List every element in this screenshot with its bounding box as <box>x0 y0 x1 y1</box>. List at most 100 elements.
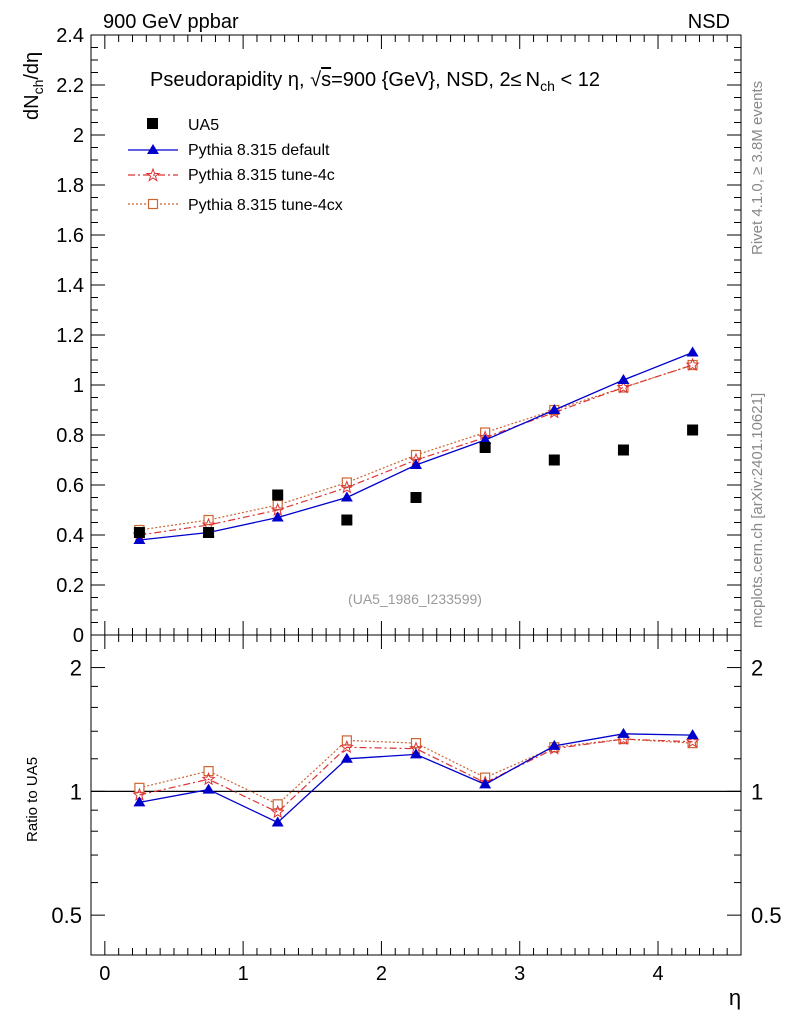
title-part3: =900 {GeV}, NSD, 2 <box>331 69 511 91</box>
point-main-tune-4c <box>339 480 354 494</box>
point-main-default <box>340 491 353 502</box>
point-main-tune-4c <box>685 357 700 371</box>
point-ratio-tune-4c <box>547 741 562 755</box>
chart-title: Pseudorapidity η, √s=900 {GeV}, NSD, 2≤ N… <box>150 69 600 94</box>
title-sqrt: √ <box>310 69 321 91</box>
mcplots-text: mcplots.cern.ch [arXiv:2401.10621] <box>749 393 766 628</box>
point-ratio-default <box>410 748 422 759</box>
main-y-tick-label: 0.6 <box>56 475 84 497</box>
ratio-plot-frame <box>90 634 742 956</box>
ratio-y-tick-label-right: 1 <box>751 779 763 804</box>
point-ua5 <box>548 454 560 466</box>
point-main-default <box>617 374 630 384</box>
point-ratio-tune-4c <box>201 771 216 786</box>
point-ratio-default <box>686 729 699 740</box>
point-ratio-default <box>202 783 215 794</box>
ratio-y-tick-label: 1 <box>70 779 82 804</box>
main-y-tick-label: 1 <box>73 375 84 397</box>
point-ratio-default <box>479 778 492 789</box>
point-ua5 <box>272 489 284 501</box>
title-eta: η <box>288 69 299 91</box>
analysis-id-annotation: (UA5_1986_I233599) <box>348 591 482 607</box>
point-ua5 <box>687 424 699 436</box>
main-y-tick-label: 1.2 <box>56 325 84 347</box>
main-y-tick-label: 2.4 <box>56 25 84 47</box>
legend-tune4c-label: Pythia 8.315 tune-4c <box>188 167 335 184</box>
point-ratio-default <box>133 796 146 807</box>
ratio-axis-ticks: 0 1 2 3 4 0.5 0.5 1 1 2 2 <box>51 634 782 985</box>
ratio-y-axis-label: Ratio to UA5 <box>24 757 41 842</box>
point-ratio-tune-4c <box>339 739 354 754</box>
point-ua5 <box>617 444 629 456</box>
title-part1: Pseudorapidity <box>150 69 288 91</box>
series-line-main-tune-4cx <box>139 364 693 531</box>
point-ratio-default <box>271 816 284 827</box>
point-main-default <box>479 434 492 444</box>
point-main-default <box>686 346 699 357</box>
x-tick-label: 1 <box>238 963 249 985</box>
ratio-series-layer <box>132 727 700 827</box>
title-sub: ch <box>540 78 555 94</box>
point-ratio-tune-4c <box>685 734 700 748</box>
ylabel-sub: ch <box>30 80 46 95</box>
title-part4: < 12 <box>555 69 600 91</box>
ratio-y-tick-label: 0.5 <box>51 903 82 928</box>
point-ua5 <box>410 492 422 503</box>
legend-tune4cx-marker <box>147 198 159 210</box>
legend-default-label: Pythia 8.315 default <box>188 142 330 159</box>
ratio-y-tick-label-right: 2 <box>751 656 763 681</box>
rivet-version-text: Rivet 4.1.0, ≥ 3.8M events <box>749 81 766 255</box>
point-ratio-default <box>617 727 630 738</box>
point-main-tune-4c <box>547 405 562 419</box>
point-main-default <box>548 404 561 414</box>
point-main-tune-4c <box>616 380 631 394</box>
ylabel-main: dN <box>21 94 43 120</box>
legend-ua5-marker <box>147 118 158 129</box>
main-axis-ticks: 0 0.2 0.4 0.6 0.8 1 1.2 1.4 1.6 1.8 2 2.2 2.4 <box>56 25 742 647</box>
main-y-axis-label: dNch/dη <box>21 52 46 120</box>
legend: UA5 Pythia 8.315 default Pythia 8.315 tu… <box>128 117 343 214</box>
point-main-default <box>271 511 284 522</box>
title-part2: , <box>299 69 310 91</box>
main-y-tick-label: 2 <box>73 125 84 147</box>
series-line-ratio-tune-4cx <box>139 738 693 806</box>
point-ua5 <box>203 527 215 538</box>
main-y-tick-label: 0.4 <box>56 525 84 547</box>
x-tick-label: 0 <box>99 963 110 985</box>
legend-tune4cx-label: Pythia 8.315 tune-4cx <box>188 197 343 214</box>
main-y-tick-label: 2.2 <box>56 75 84 97</box>
point-ratio-default <box>548 739 561 750</box>
main-y-tick-label: 0.8 <box>56 425 84 447</box>
main-y-tick-label: 1.4 <box>56 275 84 297</box>
legend-tune4c-marker <box>145 167 161 182</box>
title-le: ≤ <box>511 69 522 91</box>
legend-default-marker <box>147 144 159 154</box>
title-s: s <box>321 69 331 91</box>
ylabel-tail: /dη <box>21 52 43 80</box>
x-tick-label: 3 <box>514 963 525 985</box>
x-axis-label: η <box>729 985 741 1010</box>
main-y-tick-label: 0 <box>73 625 84 647</box>
point-ua5 <box>341 514 353 526</box>
title-n: N <box>526 69 540 91</box>
point-main-default <box>133 534 146 544</box>
series-line-main-default <box>139 351 693 541</box>
main-y-tick-label: 1.6 <box>56 225 84 247</box>
point-ratio-default <box>340 752 353 763</box>
header-right: NSD <box>688 11 730 33</box>
point-main-default <box>410 459 422 469</box>
ratio-y-tick-label-right: 0.5 <box>751 903 782 928</box>
point-ratio-tune-4cx <box>272 799 283 810</box>
main-series-layer <box>132 346 700 544</box>
point-ratio-tune-4cx <box>203 766 214 777</box>
point-ua5 <box>479 442 491 453</box>
point-ratio-tune-4c <box>270 804 285 819</box>
ratio-y-tick-label: 2 <box>70 656 82 681</box>
x-tick-label: 2 <box>376 963 387 985</box>
x-tick-label: 4 <box>652 963 663 985</box>
legend-ua5-label: UA5 <box>188 117 219 134</box>
point-ua5 <box>133 527 145 538</box>
main-y-tick-label: 0.2 <box>56 575 84 597</box>
header-left: 900 GeV ppbar <box>103 11 239 33</box>
